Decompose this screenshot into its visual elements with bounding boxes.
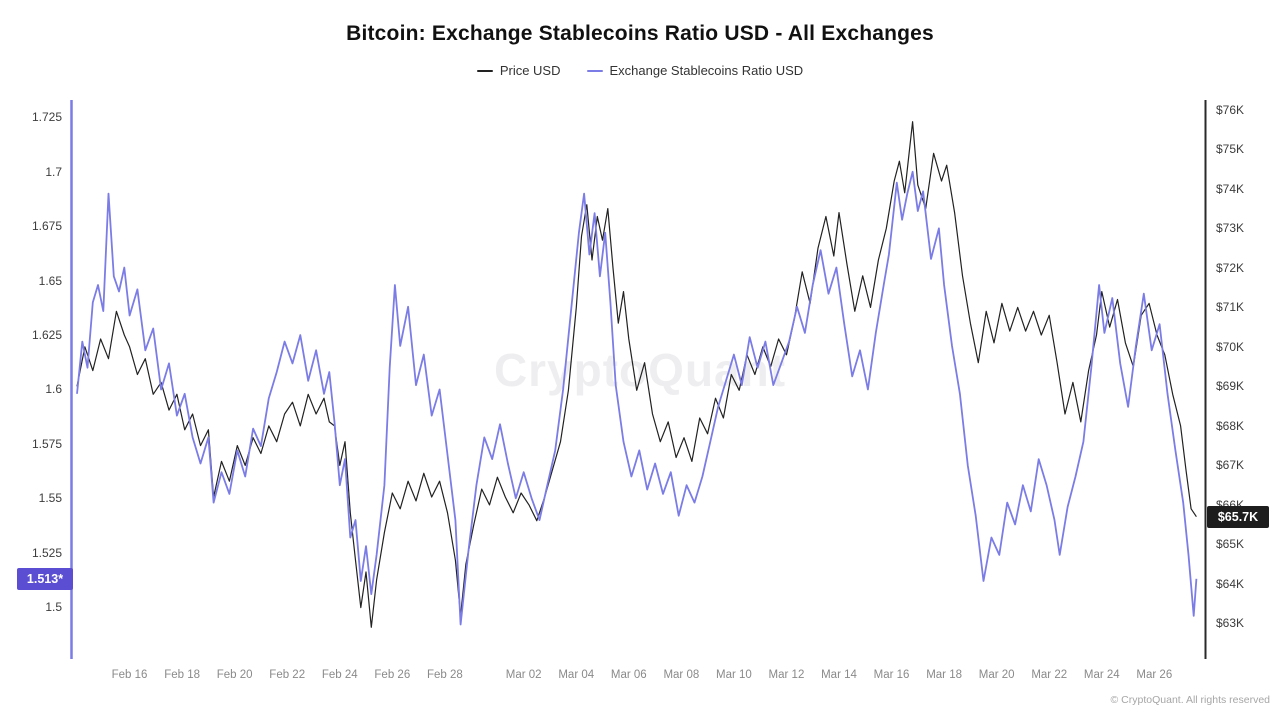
axis-tick-label: $67K [1216,458,1245,473]
stablecoins-ratio-line [76,170,1198,626]
axis-tick-label: $64K [1216,576,1245,591]
x-axis-tick-label: Mar 12 [768,669,805,681]
price-current-value-badge: $65.7K [1207,505,1269,528]
x-axis-tick-label: Mar 18 [926,669,962,681]
x-axis-tick-label: Feb 22 [269,669,306,681]
axis-tick-label: $73K [1216,221,1245,236]
axis-tick-label: $75K [1216,142,1245,157]
ratio-line-marker-icon [586,69,603,72]
axis-tick-label: $70K [1216,339,1245,354]
copyright-footer: © CryptoQuant. All rights reserved [1110,694,1270,706]
axis-tick-label: $72K [1216,260,1245,275]
legend-item-price[interactable]: Price USD [476,63,561,78]
axis-tick-label: 1.6 [45,382,62,397]
legend-item-stablecoins-ratio[interactable]: Exchange Stablecoins Ratio USD [586,63,804,78]
x-axis-tick-label: Feb 18 [164,669,200,681]
x-axis-tick-label: Feb 16 [111,669,148,681]
axis-tick-label: $65K [1216,537,1245,552]
x-axis-tick-label: Mar 14 [821,669,857,681]
axis-tick-label: 1.675 [31,219,62,234]
axis-tick-label: 1.5 [45,600,62,615]
axis-tick-label: $68K [1216,418,1245,433]
axis-tick-label: $71K [1216,300,1245,315]
legend-label-price: Price USD [499,63,561,78]
x-axis-tick-label: Feb 28 [426,669,463,681]
x-axis-tick-label: Mar 20 [978,669,1015,681]
axis-tick-label: 1.525 [31,545,62,560]
axis-tick-label: 1.725 [31,110,62,125]
axis-tick-label: 1.7 [45,164,62,179]
axis-tick-label: $63K [1216,616,1245,631]
x-axis-tick-label: Mar 08 [663,669,700,681]
axis-tick-label: $74K [1216,181,1245,196]
x-axis-tick-label: Feb 26 [374,669,411,681]
x-axis-tick-label: Mar 22 [1031,669,1068,681]
axis-tick-label: $76K [1216,102,1245,117]
axis-tick-label: 1.575 [31,436,62,451]
x-axis-tick-label: Mar 04 [558,669,595,681]
price-line-marker-icon [476,69,493,72]
ratio-current-value-badge: 1.513* [17,567,73,590]
chart-legend: Price USD Exchange Stablecoins Ratio USD [0,63,1280,78]
axis-tick-label: $69K [1216,379,1245,394]
axis-tick-label: 1.55 [38,491,62,506]
x-axis-tick-label: Mar 26 [1136,669,1173,681]
x-axis-tick-label: Mar 24 [1083,669,1120,681]
price-usd-line [76,121,1197,628]
x-axis-tick-label: Mar 16 [873,669,910,681]
x-axis-tick-label: Mar 02 [505,669,542,681]
chart-title: Bitcoin: Exchange Stablecoins Ratio USD … [346,22,934,45]
x-axis-tick-label: Feb 20 [216,669,253,681]
axis-tick-label: 1.65 [38,273,62,288]
axis-tick-label: 1.625 [31,328,62,343]
legend-label-stablecoins-ratio: Exchange Stablecoins Ratio USD [609,63,804,78]
x-axis-tick-label: Mar 10 [716,669,752,681]
x-axis-tick-label: Mar 06 [610,669,647,681]
x-axis-tick-label: Feb 24 [321,669,358,681]
